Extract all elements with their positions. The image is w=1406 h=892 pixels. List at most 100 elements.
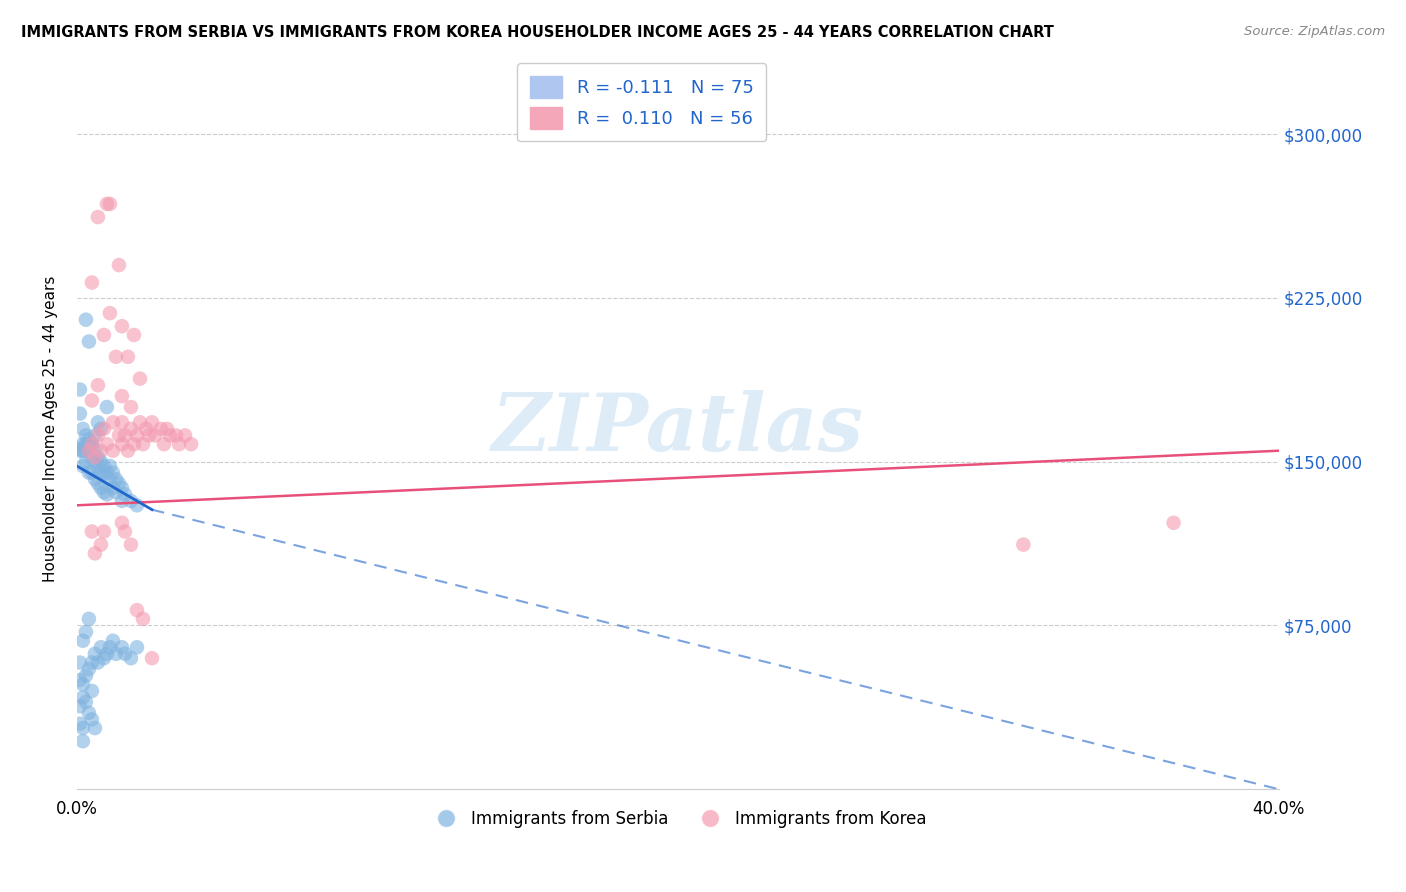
Point — [80, 437, 103, 451]
Point — [132, 437, 155, 451]
Point — [150, 422, 173, 436]
Point — [77, 443, 100, 458]
Point — [72, 633, 94, 648]
Text: IMMIGRANTS FROM SERBIA VS IMMIGRANTS FROM KOREA HOUSEHOLDER INCOME AGES 25 - 44 : IMMIGRANTS FROM SERBIA VS IMMIGRANTS FRO… — [21, 25, 1054, 40]
Point — [69, 383, 91, 397]
Point — [111, 415, 134, 429]
Point — [104, 472, 127, 486]
Point — [98, 640, 121, 655]
Point — [125, 640, 148, 655]
Point — [138, 428, 160, 442]
Point — [90, 466, 112, 480]
Point — [93, 524, 115, 539]
Point — [114, 487, 136, 501]
Point — [120, 651, 142, 665]
Point — [87, 378, 110, 392]
Point — [90, 443, 112, 458]
Point — [77, 443, 100, 458]
Point — [69, 407, 91, 421]
Point — [90, 481, 112, 495]
Point — [111, 437, 134, 451]
Point — [87, 450, 110, 465]
Point — [98, 472, 121, 486]
Point — [120, 538, 142, 552]
Point — [111, 516, 134, 530]
Point — [77, 662, 100, 676]
Point — [153, 437, 176, 451]
Point — [114, 524, 136, 539]
Point — [69, 442, 91, 456]
Point — [111, 481, 134, 495]
Point — [96, 487, 118, 501]
Point — [108, 258, 131, 272]
Point — [80, 684, 103, 698]
Point — [98, 458, 121, 473]
Point — [69, 716, 91, 731]
Point — [122, 328, 145, 343]
Point — [77, 612, 100, 626]
Point — [83, 443, 105, 458]
Point — [120, 494, 142, 508]
Point — [87, 428, 110, 442]
Point — [87, 476, 110, 491]
Point — [83, 455, 105, 469]
Point — [101, 443, 124, 458]
Point — [87, 656, 110, 670]
Point — [114, 428, 136, 442]
Point — [83, 428, 105, 442]
Point — [69, 699, 91, 714]
Point — [141, 651, 163, 665]
Point — [80, 466, 103, 480]
Point — [75, 455, 97, 469]
Point — [77, 433, 100, 447]
Point — [80, 450, 103, 465]
Point — [90, 538, 112, 552]
Point — [77, 334, 100, 349]
Point — [93, 467, 115, 482]
Point — [101, 481, 124, 495]
Y-axis label: Householder Income Ages 25 - 44 years: Householder Income Ages 25 - 44 years — [44, 276, 58, 582]
Point — [77, 706, 100, 720]
Point — [90, 422, 112, 436]
Point — [80, 437, 103, 451]
Point — [108, 428, 131, 442]
Point — [1163, 516, 1185, 530]
Point — [101, 466, 124, 480]
Point — [143, 428, 166, 442]
Point — [98, 197, 121, 211]
Point — [83, 472, 105, 486]
Point — [180, 437, 202, 451]
Point — [83, 721, 105, 735]
Point — [96, 437, 118, 451]
Point — [77, 466, 100, 480]
Point — [117, 350, 139, 364]
Point — [125, 428, 148, 442]
Point — [93, 458, 115, 473]
Point — [83, 450, 105, 465]
Point — [72, 677, 94, 691]
Point — [80, 656, 103, 670]
Point — [87, 415, 110, 429]
Point — [72, 443, 94, 458]
Point — [96, 400, 118, 414]
Point — [80, 276, 103, 290]
Point — [111, 319, 134, 334]
Point — [69, 443, 91, 458]
Point — [104, 350, 127, 364]
Point — [129, 415, 152, 429]
Point — [104, 647, 127, 661]
Point — [96, 197, 118, 211]
Point — [174, 428, 197, 442]
Point — [111, 494, 134, 508]
Point — [75, 695, 97, 709]
Point — [83, 546, 105, 560]
Point — [93, 651, 115, 665]
Point — [87, 210, 110, 224]
Point — [114, 647, 136, 661]
Point — [159, 428, 181, 442]
Point — [75, 428, 97, 442]
Point — [72, 690, 94, 705]
Point — [69, 673, 91, 687]
Point — [108, 476, 131, 491]
Point — [72, 734, 94, 748]
